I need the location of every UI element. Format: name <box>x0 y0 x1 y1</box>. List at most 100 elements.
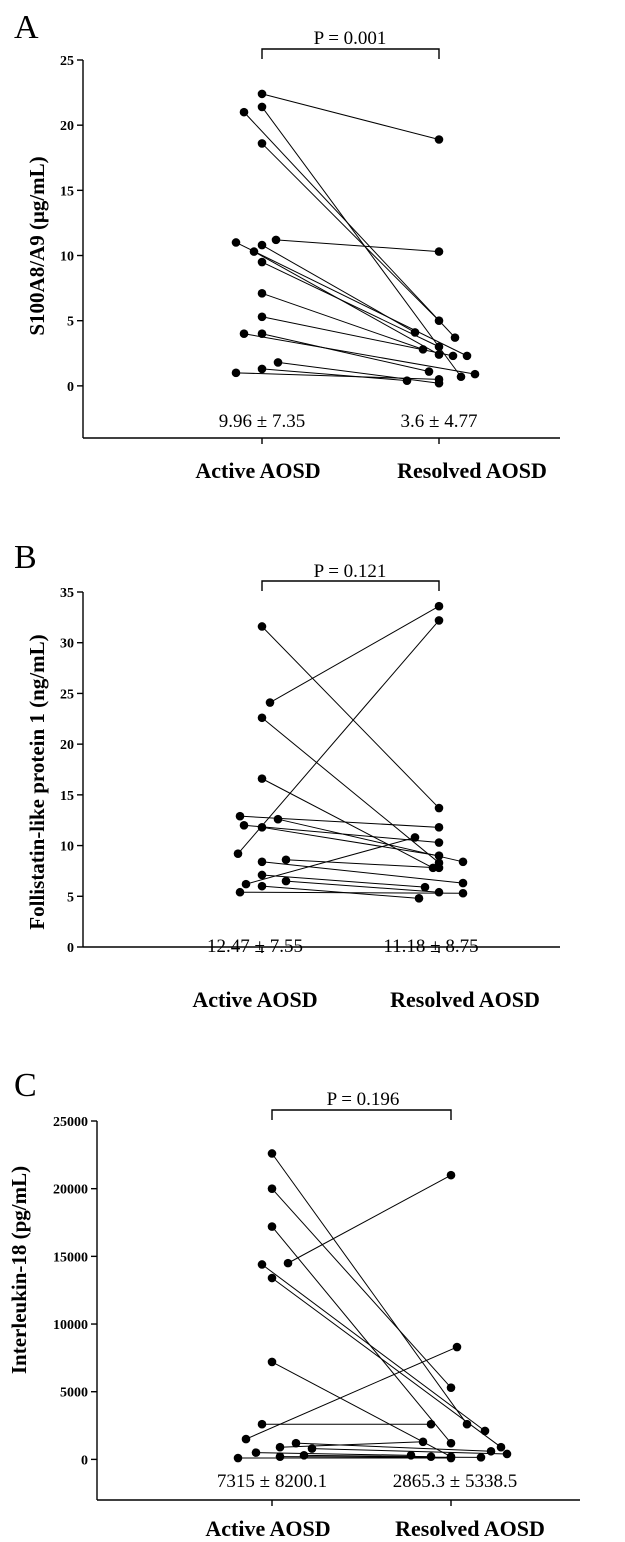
panel-c-active-point-5 <box>257 1260 267 1269</box>
panel-b-resolved-point-6 <box>458 857 468 867</box>
panel-a-resolved-point-4 <box>434 316 444 325</box>
panel-c-active-point-7 <box>267 1357 277 1367</box>
panel-a-resolved-point-3 <box>450 333 460 342</box>
panel-b-active-point-1 <box>257 622 267 631</box>
panel-c-active-point-3 <box>267 1222 277 1231</box>
panel-c-pair-line-12 <box>311 1448 508 1455</box>
panel-c-pair-line-6 <box>271 1277 502 1448</box>
panel-a-active-point-15 <box>257 364 267 374</box>
panel-b-resolved-point-16 <box>458 888 468 898</box>
panel-c-active-point-13 <box>251 1448 261 1457</box>
panel-c-y-tick-label: 20000 <box>53 1183 88 1198</box>
panel-c-resolved-point-11 <box>418 1437 428 1447</box>
panel-a-y-tick-label: 5 <box>67 315 74 330</box>
panel-c-resolved-point-9 <box>452 1342 462 1352</box>
panel-b-pair-line-11 <box>261 861 464 884</box>
panel-a-resolved-point-6 <box>462 351 472 361</box>
panel-c-pair-line-10 <box>295 1442 492 1452</box>
panel-c-resolved-point-12 <box>502 1449 512 1459</box>
panel-a-pair-line-1 <box>261 93 440 140</box>
panel-b-active-point-7 <box>239 820 249 830</box>
panel-b-y-tick-label: 30 <box>60 637 74 652</box>
panel-b-active-point-6 <box>273 814 283 824</box>
panel-a-pair-line-15 <box>261 368 408 382</box>
panel-a-pair-line-13 <box>261 333 430 373</box>
panel-c-pair-line-5 <box>261 1264 486 1432</box>
panel-a-pair-line-10 <box>261 292 424 350</box>
panel-b-active-point-12 <box>257 870 267 880</box>
panel-c-active-point-10 <box>291 1438 301 1448</box>
panel-a-active-point-4 <box>257 139 267 148</box>
panel-a-active-point-12 <box>239 329 249 339</box>
panel-a-active-point-1 <box>257 89 267 99</box>
panel-b-resolved-point-9 <box>434 616 444 625</box>
panel-a-y-tick-label: 0 <box>67 380 74 395</box>
panel-b-pair-line-1 <box>261 626 440 809</box>
panel-b-resolved-point-1 <box>434 803 444 813</box>
panel-b-active-point-2 <box>265 698 275 707</box>
panel-a-resolved-point-5 <box>434 247 444 256</box>
panel-c-significance-bracket <box>271 1109 452 1120</box>
panel-b-resolved-point-15 <box>414 894 424 903</box>
panel-a-y-tick-label: 25 <box>60 54 74 69</box>
panel-a: A S100A8/A9 (μg/mL) 0 5 10 15 20 25 P = 0.001… <box>14 9 560 483</box>
panel-c-resolved-point-10 <box>486 1446 496 1456</box>
panel-b-category-active: Active AOSD <box>192 987 317 1012</box>
panel-c-resolved-point-1 <box>462 1419 472 1429</box>
panel-c-y-tick-label: 15000 <box>53 1250 88 1265</box>
panel-b-active-point-14 <box>241 879 251 889</box>
panel-c-resolved-point-3 <box>446 1438 456 1448</box>
panel-b-pair-line-10 <box>285 859 440 869</box>
panel-b-resolved-point-7 <box>434 838 444 847</box>
panel-b-resolved-point-12 <box>420 882 430 892</box>
panel-b-pair-line-14 <box>245 836 416 885</box>
panel-a-y-tick-label: 10 <box>60 250 74 265</box>
panel-c: C Interleukin-18 (pg/mL) 0 5000 10000 15000… <box>7 1067 580 1541</box>
panel-b-resolved-point-13 <box>434 887 444 897</box>
panel-c-y-tick-label: 0 <box>81 1453 88 1468</box>
panel-c-resolved-point-14 <box>426 1452 436 1461</box>
panel-a-y-axis-label: S100A8/A9 (μg/mL) <box>25 156 49 335</box>
panel-c-resolved-summary: 2865.3 ± 5338.5 <box>393 1471 517 1492</box>
panel-b-active-point-3 <box>257 713 267 723</box>
panel-a-resolved-point-9 <box>434 342 444 352</box>
panel-a-pair-line-14 <box>277 361 440 384</box>
panel-c-category-active: Active AOSD <box>205 1516 330 1541</box>
panel-b-resolved-summary: 11.18 ± 8.75 <box>383 936 478 957</box>
panel-b-active-point-11 <box>257 857 267 867</box>
panel-a-active-point-5 <box>271 235 281 245</box>
panel-c-active-point-8 <box>257 1419 267 1429</box>
panel-b-pair-line-9 <box>237 620 440 855</box>
panel-a-active-point-6 <box>231 238 241 247</box>
panel-c-resolved-point-4 <box>446 1170 456 1180</box>
panel-b-pair-line-12 <box>261 874 426 888</box>
panel-c-y-tick-label: 5000 <box>60 1386 88 1401</box>
panel-a-pair-line-6 <box>235 242 468 357</box>
panel-c-p-value: P = 0.196 <box>327 1089 400 1110</box>
panel-b-pair-line-2 <box>269 605 440 703</box>
panel-a-pair-line-9 <box>261 261 440 348</box>
panel-a-active-point-14 <box>273 358 283 367</box>
panel-a-active-point-2 <box>257 102 267 112</box>
panel-c-resolved-point-6 <box>496 1442 506 1452</box>
panel-b-y-tick-label: 10 <box>60 840 74 855</box>
panel-a-pair-line-5 <box>275 239 440 253</box>
panel-a-category-active: Active AOSD <box>195 458 320 483</box>
panel-a-resolved-point-15 <box>402 376 412 385</box>
panel-c-pair-line-2 <box>271 1188 452 1388</box>
panel-c-active-point-9 <box>241 1434 251 1444</box>
panel-a-active-point-16 <box>231 368 241 378</box>
panel-a-active-point-7 <box>257 240 267 250</box>
panel-c-active-point-6 <box>267 1273 277 1283</box>
panel-a-resolved-point-13 <box>424 367 434 376</box>
panel-b-active-point-9 <box>233 849 243 858</box>
panel-b-active-point-16 <box>235 887 245 897</box>
panel-letter-a: A <box>14 9 39 46</box>
panel-a-resolved-point-1 <box>434 135 444 144</box>
panel-b-y-tick-label: 25 <box>60 687 74 702</box>
panel-a-category-resolved: Resolved AOSD <box>397 458 547 483</box>
panel-a-pair-line-3 <box>243 111 456 338</box>
panel-b: B Follistatin-like protein 1 (ng/mL) 0 5 1… <box>14 539 560 1012</box>
panel-b-pair-line-4 <box>261 778 434 869</box>
panel-c-y-tick-label: 25000 <box>53 1115 88 1130</box>
